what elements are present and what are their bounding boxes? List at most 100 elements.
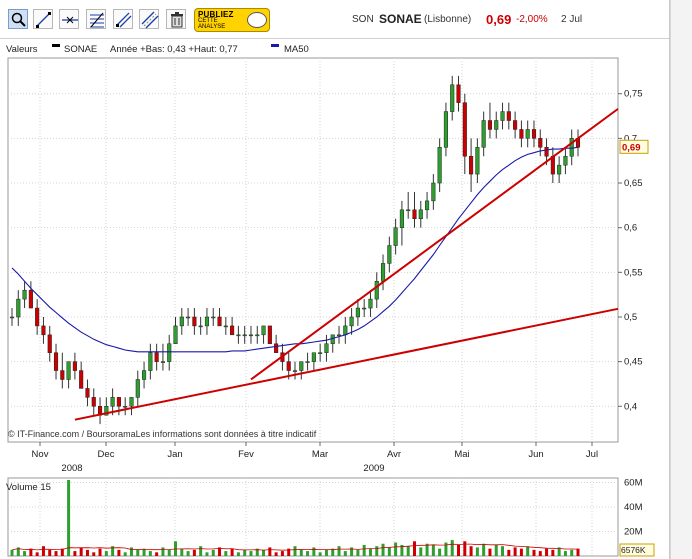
- candle-body: [355, 307, 360, 318]
- publish-line2: CETTE: [198, 18, 218, 24]
- publish-analysis-button[interactable]: PUBLIEZ CETTE ANALYSE: [194, 8, 270, 32]
- candle-body: [380, 263, 386, 282]
- toolbar: PUBLIEZ CETTE ANALYSE SON SONAE (Lisbonn…: [0, 0, 669, 39]
- candle-body: [513, 120, 518, 130]
- candle-body: [154, 352, 159, 362]
- volume-bar: [507, 549, 511, 556]
- volume-bar: [519, 548, 523, 556]
- draw-line-icon[interactable]: [33, 9, 53, 29]
- candle-body: [148, 352, 153, 371]
- volume-bar: [199, 546, 203, 556]
- quote-change: -2,00%: [516, 14, 548, 25]
- vertical-scrollbar[interactable]: [670, 0, 692, 559]
- volume-label: Volume 15: [6, 482, 51, 493]
- zoom-icon[interactable]: [8, 9, 28, 29]
- candle-body: [349, 316, 354, 327]
- volume-title: Volume: [6, 482, 38, 493]
- trendline: [250, 108, 619, 381]
- trend-channel-icon[interactable]: [113, 9, 133, 29]
- volume-bar: [180, 548, 184, 556]
- volume-bar: [16, 547, 20, 556]
- volume-bar: [35, 552, 39, 556]
- volume-bar: [431, 544, 435, 556]
- candle-body: [53, 352, 59, 371]
- volume-bar: [538, 551, 542, 556]
- candle-body: [135, 379, 140, 398]
- volume-bar: [463, 541, 467, 556]
- candle-body: [104, 406, 109, 416]
- candle-body: [47, 334, 52, 353]
- volume-bar: [350, 547, 354, 556]
- y-tick-label: 0,5: [624, 312, 637, 323]
- volume-bar: [142, 548, 146, 556]
- candle-body: [418, 209, 423, 219]
- last-volume-label: 6576K: [621, 545, 646, 555]
- candle-body: [255, 334, 260, 337]
- candle-body: [525, 129, 530, 139]
- candle-body: [79, 370, 84, 389]
- candle-body: [456, 84, 461, 103]
- volume-bar: [60, 548, 64, 556]
- candle-body: [450, 84, 455, 112]
- x-tick-label: Mar: [312, 449, 328, 460]
- x-year-label: 2008: [61, 463, 82, 474]
- legend-ma-name: MA50: [284, 44, 309, 55]
- volume-bar: [224, 551, 228, 556]
- candle-body: [230, 325, 235, 336]
- volume-bar: [148, 551, 152, 556]
- y-tick-label: 0,65: [624, 178, 643, 189]
- candle-body: [60, 370, 65, 380]
- volume-bar: [186, 551, 190, 556]
- volume-bar: [255, 548, 259, 556]
- candle-body: [223, 325, 228, 328]
- volume-bar: [67, 480, 71, 556]
- parallel-lines-icon[interactable]: [139, 9, 159, 29]
- volume-bar: [161, 547, 165, 556]
- volume-legend-value: 15: [40, 482, 51, 493]
- last-price-label: 0,69: [622, 142, 641, 153]
- volume-bar: [48, 549, 52, 556]
- candle-body: [116, 397, 121, 407]
- candle-body: [204, 316, 210, 327]
- y-tick-label: 0,45: [624, 357, 643, 368]
- x-tick-label: Nov: [32, 449, 49, 460]
- candle-body: [393, 227, 398, 246]
- candle-body: [91, 397, 96, 407]
- volume-average-line: [11, 543, 579, 551]
- candle-body: [160, 361, 165, 363]
- volume-bar: [400, 544, 404, 556]
- x-tick-label: Mai: [454, 449, 469, 460]
- volume-bar: [324, 549, 328, 556]
- trendline: [74, 307, 619, 421]
- volume-bar: [136, 549, 140, 556]
- publish-line1: PUBLIEZ: [198, 10, 234, 19]
- candle-body: [16, 298, 21, 318]
- trash-icon[interactable]: [166, 9, 186, 29]
- candle-body: [324, 343, 329, 353]
- volume-bar: [356, 549, 360, 556]
- candle-body: [563, 155, 568, 166]
- candle-body: [242, 334, 247, 337]
- volume-bar: [29, 548, 33, 556]
- candle-body: [374, 281, 379, 300]
- candle-body: [261, 325, 266, 336]
- price-plot-area: [7, 57, 619, 443]
- volume-bar: [167, 549, 171, 556]
- volume-bar: [457, 544, 461, 556]
- candle-body: [211, 316, 216, 319]
- x-tick-label: Avr: [387, 449, 401, 460]
- chart-frame: PUBLIEZ CETTE ANALYSE SON SONAE (Lisbonn…: [0, 0, 670, 559]
- volume-bar: [262, 549, 266, 556]
- horizontal-line-icon[interactable]: [59, 9, 79, 29]
- y-tick-label: 0,75: [624, 89, 643, 100]
- retracement-icon[interactable]: [86, 9, 106, 29]
- candle-body: [198, 325, 203, 328]
- volume-bar: [362, 544, 366, 556]
- volume-bar: [570, 549, 574, 556]
- price-chart[interactable]: 0,4 0,45 0,5 0,55 0,6 0,65 0,7 0,75 Nov Dec Jan Fev…: [0, 0, 669, 559]
- candle-body: [469, 155, 474, 175]
- publish-line3: ANALYSE: [198, 24, 226, 30]
- legend-range: Année +Bas: 0,43 +Haut: 0,77: [110, 44, 238, 55]
- x-year-label: 2009: [363, 463, 384, 474]
- candle-body: [72, 361, 77, 371]
